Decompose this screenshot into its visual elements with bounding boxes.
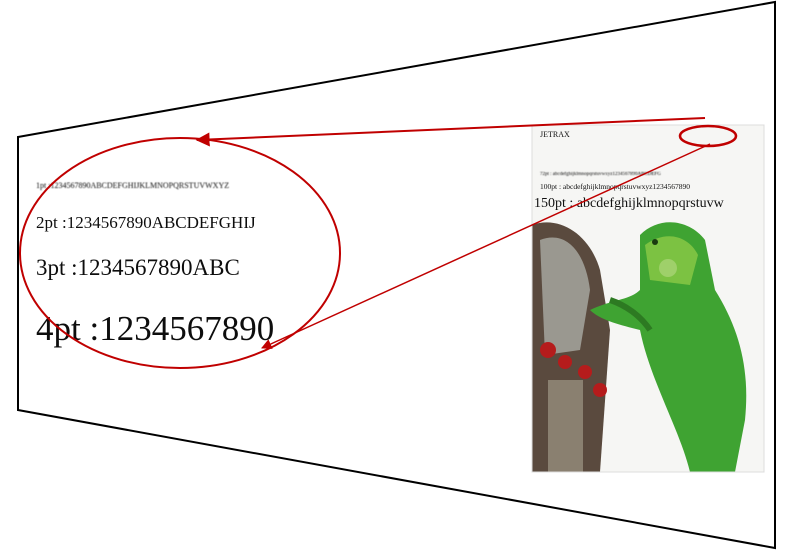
image-label: JETRAX [540,130,570,139]
illustration: 1pt :1234567890ABCDEFGHIJKLMNOPQRSTUVWXY… [0,0,792,552]
zoom-line: 2pt :1234567890ABCDEFGHIJ [36,213,256,232]
zoom-line: 4pt :1234567890 [36,309,274,348]
source-image: JETRAX 72pt : abcdefghijklmnopqrstuvwxyz… [532,125,764,472]
zoom-line: 1pt :1234567890ABCDEFGHIJKLMNOPQRSTUVWXY… [36,181,229,190]
zoom-line: 3pt :1234567890ABC [36,255,240,280]
image-line: 150pt : abcdefghijklmnopqrstuvw [534,196,725,211]
